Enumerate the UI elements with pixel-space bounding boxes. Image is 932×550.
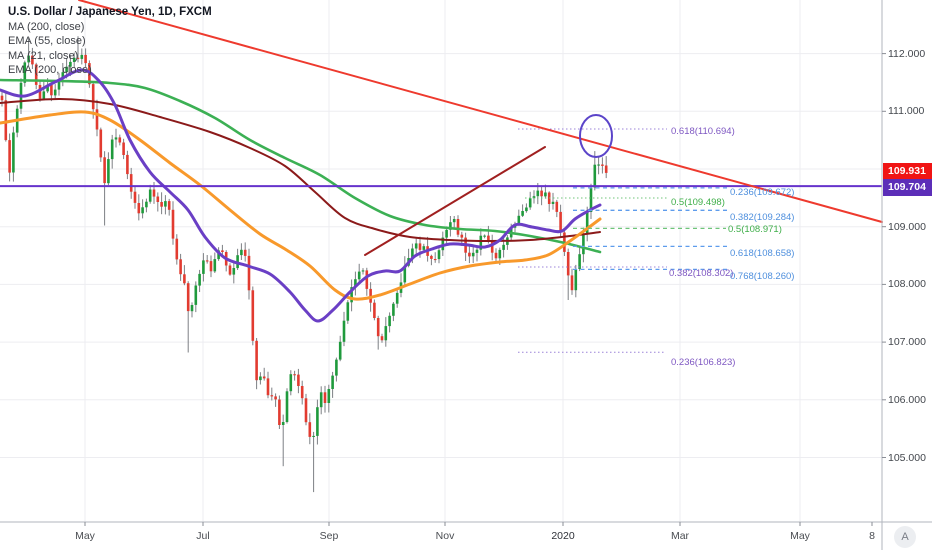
time-axis-label: May — [75, 530, 95, 542]
time-axis-label: Nov — [435, 530, 455, 542]
drawings-layer[interactable] — [0, 0, 883, 256]
ellipse-annotation[interactable] — [579, 114, 613, 158]
fib-level-label[interactable]: 0.768(108.260) — [730, 271, 795, 282]
fib-level-label[interactable]: 0.382(108.302) — [669, 268, 734, 279]
grid-layer — [0, 0, 882, 522]
ma-line-ema-55 — [0, 110, 602, 301]
price-axis-label: 108.000 — [888, 278, 926, 290]
candles-layer — [0, 36, 608, 493]
price-axis-label: 106.000 — [888, 394, 926, 406]
ma-line-ma-200 — [0, 78, 602, 254]
hline-price-badge: 109.704 — [883, 179, 932, 196]
legend-indicator-row[interactable]: MA (21, close) — [8, 49, 79, 62]
price-axis-label: 107.000 — [888, 336, 926, 348]
timezone-button[interactable]: A — [894, 526, 916, 548]
time-axis-label: May — [790, 530, 810, 542]
ma-line-ma-21 — [0, 68, 602, 323]
price-axis-label: 105.000 — [888, 452, 926, 464]
ma-line-ema-200 — [0, 97, 601, 242]
descending-trendline[interactable] — [78, 0, 883, 223]
symbol-title[interactable]: U.S. Dollar / Japanese Yen, 1D, FXCM — [8, 6, 212, 18]
legend-indicator-row[interactable]: EMA (55, close) — [8, 35, 86, 47]
time-axis-label: Jul — [196, 530, 210, 542]
fib-level-label[interactable]: 0.618(110.694) — [671, 126, 735, 137]
fib-level-label[interactable]: 0.618(108.658) — [730, 248, 795, 259]
ascending-trendline[interactable] — [364, 146, 546, 256]
fib-level-label[interactable]: 0.5(109.498) — [671, 197, 725, 208]
time-axis-label: 2020 — [551, 530, 575, 542]
price-axis-label: 111.000 — [888, 105, 925, 117]
fib-level-label[interactable]: 0.5(108.971) — [728, 224, 782, 235]
last-price-badge: 109.931 — [883, 163, 932, 180]
price-axis-label: 109.000 — [888, 221, 926, 233]
moving-averages-layer — [0, 68, 602, 323]
price-axis-label: 112.000 — [888, 48, 926, 60]
fib-level-label[interactable]: 0.236(106.823) — [671, 357, 736, 368]
legend: U.S. Dollar / Japanese Yen, 1D, FXCM MA … — [8, 6, 212, 76]
time-axis-label: Sep — [319, 530, 339, 542]
legend-indicator-row[interactable]: EMA (200, close) — [8, 64, 92, 76]
fib-level-label[interactable]: 0.382(109.284) — [730, 212, 795, 223]
time-axis-label: Mar — [670, 530, 690, 542]
legend-indicator-row[interactable]: MA (200, close) — [8, 20, 85, 33]
legend-indicator-rows: MA (200, close) EMA (55, close) MA (21, cl… — [8, 21, 212, 77]
time-axis-label: 8 — [869, 530, 875, 542]
fib-level-label[interactable]: 0.236(109.672) — [730, 187, 795, 198]
